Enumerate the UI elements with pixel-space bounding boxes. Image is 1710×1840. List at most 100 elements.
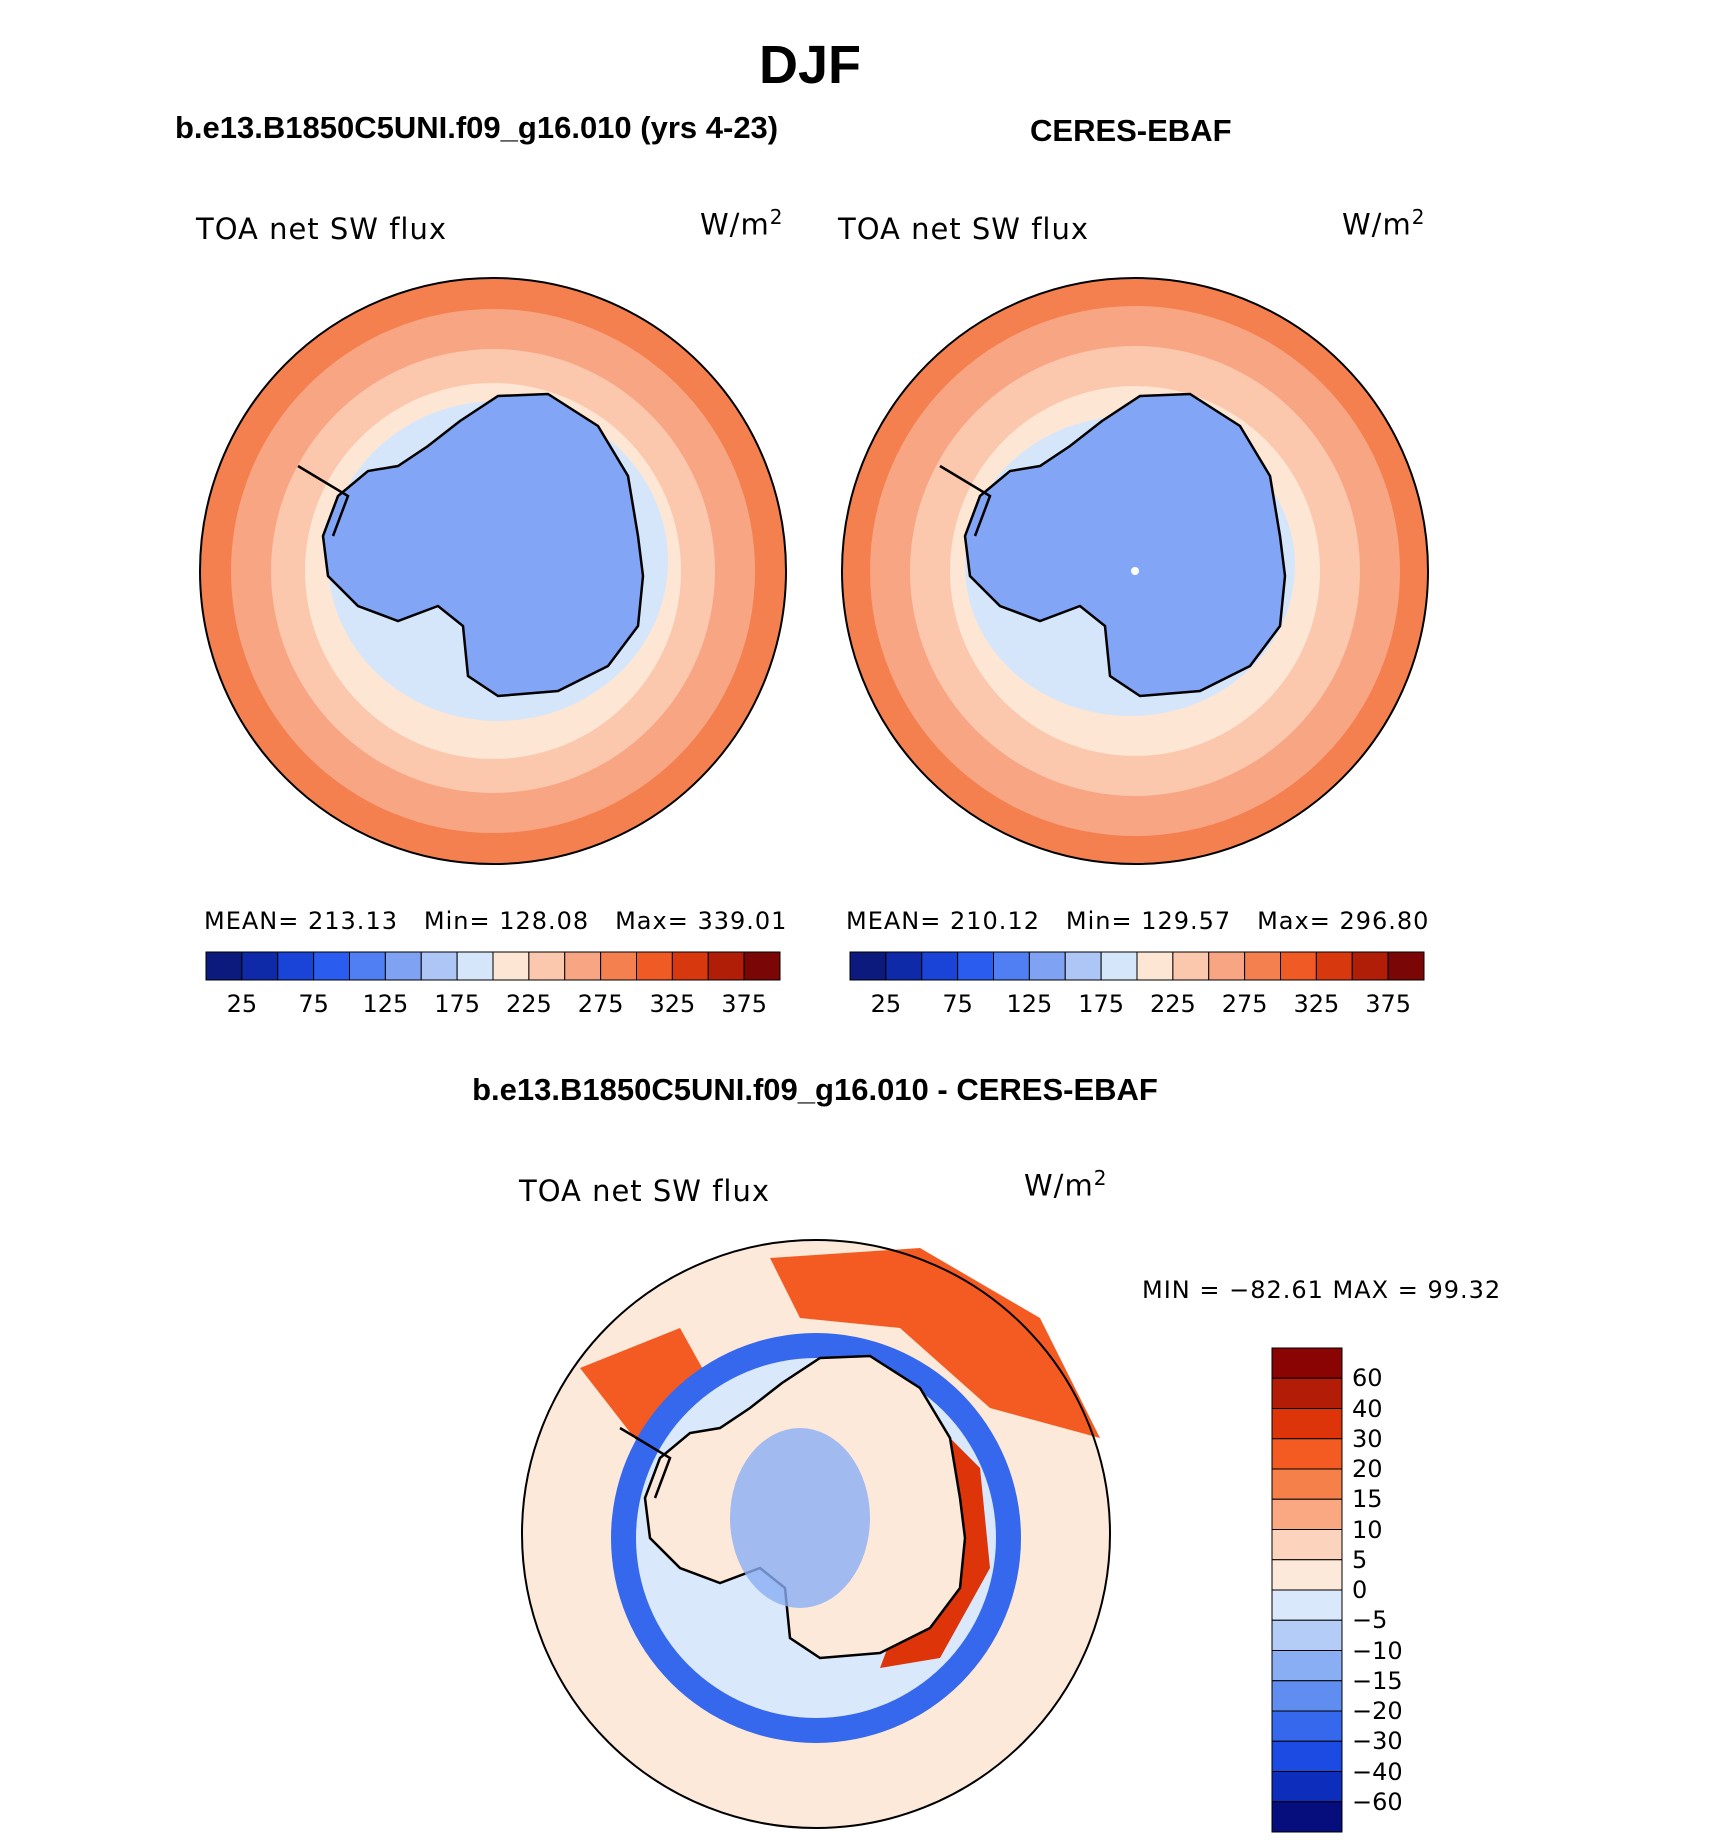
model-colorbar-swatch bbox=[528, 951, 566, 981]
model-colorbar-ticks: 25 75 125 175 225 275 325 375 bbox=[206, 990, 780, 1020]
obs-colorbar-tick-label: 75 bbox=[942, 990, 973, 1018]
diff-variable-label: TOA net SW flux bbox=[519, 1174, 771, 1208]
obs-colorbar-tick-label: 225 bbox=[1149, 990, 1196, 1018]
model-colorbar-swatch bbox=[313, 951, 350, 981]
diff-colorbar-swatch bbox=[1271, 1680, 1343, 1712]
obs-colorbar-ticks: 25 75 125 175 225 275 325 375 bbox=[850, 990, 1424, 1020]
model-units-base: W/m bbox=[700, 207, 770, 242]
diff-colorbar-swatch bbox=[1271, 1710, 1343, 1742]
obs-mean-value: 210.12 bbox=[950, 907, 1040, 935]
diff-colorbar-swatch bbox=[1271, 1771, 1343, 1803]
model-colorbar-swatch bbox=[743, 951, 781, 981]
diff-colorbar-swatch bbox=[1271, 1619, 1343, 1651]
diff-colorbar-tick-label: −30 bbox=[1352, 1727, 1403, 1756]
diff-colorbar-swatch bbox=[1271, 1650, 1343, 1682]
diff-colorbar-tick-label: −60 bbox=[1352, 1787, 1403, 1816]
model-stats: MEAN= 213.13 Min= 128.08 Max= 339.01 bbox=[204, 907, 787, 935]
diff-units-exponent: 2 bbox=[1093, 1166, 1108, 1190]
model-units-exponent: 2 bbox=[769, 205, 784, 229]
obs-mean-label: MEAN= bbox=[846, 907, 942, 935]
diff-colorbar-tick-label: 60 bbox=[1352, 1364, 1383, 1393]
obs-colorbar-swatch bbox=[1244, 951, 1281, 981]
diff-colorbar-tick-label: 20 bbox=[1352, 1455, 1383, 1483]
obs-colorbar-swatch bbox=[993, 951, 1030, 981]
diff-colorbar-swatch bbox=[1271, 1468, 1343, 1500]
diff-colorbar-swatch bbox=[1271, 1801, 1343, 1833]
model-colorbar-tick-label: 225 bbox=[505, 990, 552, 1018]
model-colorbar-tick-label: 125 bbox=[362, 990, 409, 1018]
model-colorbar-swatch bbox=[564, 951, 602, 981]
model-colorbar-swatch bbox=[671, 951, 709, 981]
diff-colorbar-tick-label: −10 bbox=[1352, 1636, 1403, 1665]
obs-min-value: 129.57 bbox=[1141, 907, 1232, 935]
obs-colorbar-tick-label: 175 bbox=[1078, 990, 1125, 1018]
diff-colorbar-swatch bbox=[1271, 1347, 1343, 1379]
obs-min-label: Min= bbox=[1065, 907, 1133, 935]
diff-colorbar-swatch bbox=[1271, 1408, 1343, 1440]
obs-units: W/m2 bbox=[1342, 205, 1425, 242]
obs-colorbar-swatch bbox=[1315, 951, 1353, 981]
model-colorbar-tick-label: 175 bbox=[434, 990, 481, 1018]
obs-colorbar bbox=[849, 951, 1425, 981]
model-mean-label: MEAN= bbox=[204, 907, 300, 935]
obs-max-value: 296.80 bbox=[1339, 907, 1430, 935]
model-colorbar-swatch bbox=[205, 951, 243, 981]
obs-colorbar-swatch bbox=[1136, 951, 1174, 981]
obs-stats: MEAN= 210.12 Min= 129.57 Max= 296.80 bbox=[846, 907, 1429, 935]
diff-colorbar-tick-label: 10 bbox=[1352, 1515, 1383, 1544]
diff-colorbar-swatch bbox=[1271, 1559, 1343, 1591]
diff-colorbar-tick-label: 0 bbox=[1352, 1576, 1368, 1604]
obs-antarctica bbox=[963, 392, 1287, 698]
model-variable-label: TOA net SW flux bbox=[196, 212, 448, 246]
model-colorbar-tick-label: 375 bbox=[721, 990, 768, 1018]
diff-colorbar-tick-label: 15 bbox=[1352, 1485, 1383, 1514]
diff-colorbar-tick-label: 40 bbox=[1352, 1394, 1383, 1423]
obs-max-label: Max= bbox=[1257, 907, 1331, 935]
diff-colorbar-swatch bbox=[1271, 1740, 1343, 1772]
diff-colorbar-swatch bbox=[1271, 1589, 1343, 1621]
obs-colorbar-tick-label: 125 bbox=[1006, 990, 1053, 1018]
model-colorbar-swatch bbox=[420, 951, 458, 981]
model-max-label: Max= bbox=[615, 907, 689, 935]
model-mean-value: 213.13 bbox=[308, 907, 398, 935]
diff-units: W/m2 bbox=[1024, 1166, 1107, 1203]
obs-colorbar-swatch bbox=[1351, 951, 1389, 981]
model-colorbar-swatch bbox=[707, 951, 745, 981]
obs-colorbar-swatch bbox=[1280, 951, 1317, 981]
model-colorbar-swatch bbox=[241, 951, 279, 981]
model-colorbar-swatch bbox=[349, 951, 386, 981]
diff-colorbar-tick-label: 5 bbox=[1352, 1545, 1368, 1574]
obs-units-exponent: 2 bbox=[1411, 205, 1426, 229]
diff-colorbar-swatch bbox=[1271, 1498, 1343, 1530]
obs-colorbar-swatch bbox=[1064, 951, 1102, 981]
model-colorbar-tick-label: 75 bbox=[298, 990, 329, 1018]
diff-colorbar bbox=[1271, 1347, 1343, 1833]
model-colorbar-swatch bbox=[636, 951, 673, 981]
obs-colorbar-tick-label: 275 bbox=[1221, 990, 1268, 1018]
obs-colorbar-swatch bbox=[1028, 951, 1066, 981]
obs-colorbar-tick-label: 25 bbox=[870, 990, 902, 1018]
diff-polar-map bbox=[521, 1239, 1111, 1829]
model-colorbar-tick-label: 25 bbox=[226, 990, 258, 1018]
diff-colorbar-tick-label: −20 bbox=[1352, 1697, 1403, 1725]
figure-title: DJF bbox=[758, 35, 861, 95]
model-subtitle: b.e13.B1850C5UNI.f09_g16.010 (yrs 4-23) bbox=[175, 110, 779, 145]
diff-colorbar-tick-label: −40 bbox=[1352, 1757, 1403, 1786]
model-colorbar-swatch bbox=[492, 951, 530, 981]
diff-colorbar-tick-label: −5 bbox=[1352, 1606, 1388, 1635]
obs-colorbar-swatch bbox=[921, 951, 959, 981]
obs-subtitle: CERES-EBAF bbox=[1030, 113, 1232, 148]
model-units: W/m2 bbox=[700, 205, 783, 242]
diff-colorbar-swatch bbox=[1271, 1377, 1343, 1409]
obs-colorbar-swatch bbox=[885, 951, 923, 981]
model-min-value: 128.08 bbox=[499, 907, 590, 935]
model-colorbar-swatch bbox=[600, 951, 637, 981]
diff-colorbar-swatch bbox=[1271, 1438, 1343, 1470]
model-colorbar-swatch bbox=[277, 951, 315, 981]
diff-colorbar-tick-label: −15 bbox=[1352, 1666, 1403, 1695]
model-colorbar-tick-label: 325 bbox=[649, 990, 696, 1018]
diff-colorbar-swatch bbox=[1271, 1529, 1343, 1561]
obs-colorbar-swatch bbox=[1387, 951, 1425, 981]
model-colorbar-swatch bbox=[456, 951, 494, 981]
diff-colorbar-tick-label: 30 bbox=[1352, 1424, 1383, 1453]
